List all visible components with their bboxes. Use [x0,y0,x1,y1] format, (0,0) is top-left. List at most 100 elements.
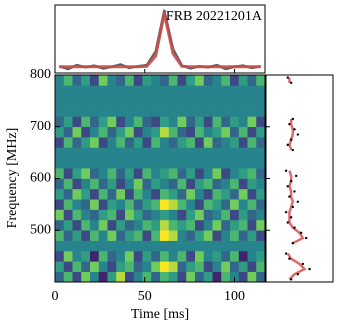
profile-line [59,12,261,69]
heat-cell [81,126,91,138]
heat-cell [151,178,161,190]
heat-cell [116,271,126,283]
heat-cell [247,85,257,96]
heat-cell [256,219,266,231]
heat-cell [186,199,196,210]
heat-cell [212,178,222,190]
heat-cell [168,95,178,107]
heat-cell [203,116,213,128]
heat-cell [151,261,161,272]
heat-cell [177,271,187,283]
heat-cell [186,126,196,138]
heat-cell [142,271,152,283]
heat-cell [90,95,100,107]
heat-cell [81,230,91,241]
heat-cell [256,147,266,159]
heat-cell [247,209,257,221]
heat-cell [55,75,65,86]
waterfall [55,75,266,283]
heat-cell [98,106,108,117]
heat-cell [81,95,91,107]
heat-cell [238,271,248,283]
heat-cell [221,106,231,117]
heat-cell [195,168,205,179]
heat-cell [168,250,178,262]
heat-cell [160,85,170,96]
heat-cell [55,271,65,283]
heat-cell [212,147,222,159]
heat-cell [256,126,266,138]
heat-cell [55,219,65,231]
heat-cell [142,106,152,117]
heat-cell [221,85,231,96]
heat-cell [133,209,143,221]
heat-cell [116,126,126,138]
spectrum-point [293,226,296,229]
heat-cell [195,199,205,210]
spectrum-frame [265,74,334,283]
heat-cell [168,271,178,283]
heat-cell [72,137,82,148]
heat-cell [212,271,222,283]
heat-cell [116,261,126,272]
heat-cell [142,178,152,190]
heat-cell [212,126,222,138]
spectrum-point [284,210,288,214]
heat-cell [195,209,205,221]
spectrum-point [286,76,289,79]
heat-cell [203,250,213,262]
heat-cell [247,168,257,179]
heat-cell [256,157,266,169]
heat-cell [212,209,222,221]
heat-cell [238,230,248,241]
heat-cell [107,271,117,283]
heat-cell [160,209,170,221]
spectrum-point [293,128,296,131]
heat-cell [133,85,143,96]
y-axis-label: Frequency [MHz] [5,128,20,229]
heat-cell [168,75,178,86]
heat-cell [116,75,126,86]
heat-cell [186,271,196,283]
heat-cell [230,116,240,128]
heat-cell [81,250,91,262]
heat-cell [177,85,187,96]
y-tick-label: 600 [30,171,51,186]
heat-cell [90,230,100,241]
heat-cell [72,188,82,200]
heat-cell [195,157,205,169]
main-frame [54,74,266,283]
heat-cell [63,230,73,241]
heat-cell [81,85,91,96]
heat-cell [203,230,213,241]
heat-cell [151,219,161,231]
heat-cell [116,157,126,169]
heat-cell [195,95,205,107]
heat-cell [72,168,82,179]
heat-cell [81,178,91,190]
heat-cell [230,188,240,200]
heat-cell [247,199,257,210]
heat-cell [98,75,108,86]
heat-cell [90,126,100,138]
heat-cell [142,209,152,221]
heat-cell [72,126,82,138]
heat-cell [212,137,222,148]
heat-cell [72,271,82,283]
heat-cell [98,95,108,107]
heat-cell [203,188,213,200]
heat-cell [107,106,117,117]
heat-cell [177,116,187,128]
heat-cell [256,240,266,252]
heat-cell [107,178,117,190]
heat-cell [177,261,187,272]
heat-cell [90,188,100,200]
heat-cell [81,209,91,221]
heat-cell [160,147,170,159]
heat-cell [238,199,248,210]
heat-cell [186,137,196,148]
heat-cell [125,147,135,159]
heat-cell [63,261,73,272]
heat-cell [55,188,65,200]
heat-cell [203,178,213,190]
